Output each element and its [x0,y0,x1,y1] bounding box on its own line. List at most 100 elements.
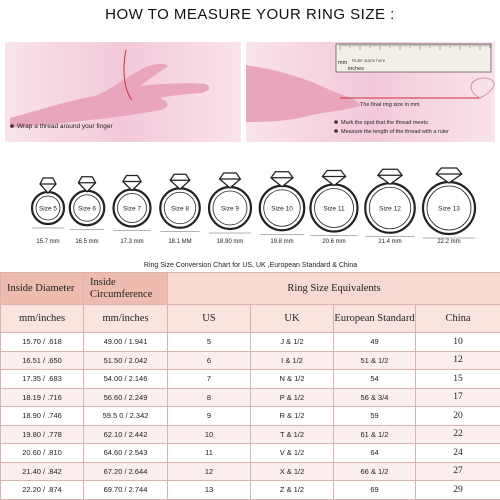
data-row: 15.70 / .618 49.00 / 1.941 5 J & 1/2 49 10 [0,332,500,352]
ruler-label: mm [338,60,348,66]
data-cell: 24 [414,443,500,463]
diamond [376,168,404,186]
step-text: Measure the length of the thread with a … [341,129,449,135]
header-cell: Ring Size Equivalents [166,272,500,305]
diamond [169,173,191,191]
data-cell: 5 [167,332,251,352]
subheader-cell: mm/inches [0,304,84,333]
ring [73,194,101,222]
data-cell: 20 [414,406,500,426]
data-row: 18.19 / .716 56.60 / 2.249 8 P & 1/2 56 & 3/… [0,387,500,407]
ring-diameter: 18.90 mm [217,239,244,245]
table-caption: Ring Size Conversion Chart for US, UK ,E… [143,261,358,269]
ring-size: Size 6 [78,206,96,213]
ring-size: Size 13 [438,206,460,213]
ring-size: Size 9 [221,206,239,213]
header-row: Inside Diameter Inside Circumference Ring … [0,272,500,305]
ring [212,190,248,226]
data-cell: 13 [167,480,251,500]
diamond [39,177,57,194]
data-cell: 64.60 / 2.543 [83,443,168,463]
data-cell: 56 & 3/4 [333,387,416,407]
data-cell: 22.20 / .874 [0,480,84,500]
bullet [334,120,338,124]
data-row: 17.35 / .683 54.00 / 2.146 7 N & 1/2 54 15 [0,369,500,389]
ruler-label: Ruler starts here [352,58,386,63]
diamond [435,167,463,184]
data-cell: I & 1/2 [250,350,334,370]
subheader-cell: China [414,304,500,333]
step-text: The final ring size in mm [360,102,420,108]
ring [426,185,472,231]
data-cell: 69 [333,480,416,500]
ruler-ticks [339,44,491,50]
ring-diameter: 20.6 mm [322,239,345,245]
ring-diameter: 19.8 mm [270,239,293,245]
ring-diameter: 17.3 mm [120,239,143,245]
ring-diameter: 22.2 mm [437,239,460,245]
bullet [10,124,14,128]
ring [35,195,61,221]
data-cell: 10 [414,332,500,352]
data-cell: 11 [167,443,251,463]
data-row: 18.90 / .746 59.5 0 / 2.342 9 R & 1/2 59 20 [0,406,500,426]
data-cell: 27 [414,461,500,481]
data-cell: 15 [414,369,500,389]
title: HOW TO MEASURE YOUR RING SIZE : [105,6,395,23]
ring-row: Size 5 15.7 mm Size 6 16.5 mm Size 7 17.3 mm S… [30,167,477,245]
data-cell: 15.70 / .618 [0,332,84,352]
data-cell: 66 & 1/2 [333,461,416,481]
data-cell: 67.20 / 2.644 [83,461,168,481]
data-cell: 7 [167,369,251,389]
data-cell: N & 1/2 [250,369,334,389]
data-cell: 18.19 / .716 [0,387,84,407]
ring-size: Size 8 [171,206,189,213]
data-cell: 56.60 / 2.249 [83,387,168,407]
data-cell: 51 & 1/2 [333,350,416,370]
data-cell: V & 1/2 [250,443,334,463]
ring-size: Size 5 [39,206,57,213]
ring [368,186,412,230]
diamond [321,169,347,187]
data-cell: 62.10 / 2.442 [83,424,168,444]
caption-row: Ring Size Conversion Chart for US, UK ,E… [1,258,500,273]
data-row: 16.51 / .650 51.50 / 2.042 6 I & 1/2 51 & 1/… [0,350,500,370]
diamond [77,176,97,193]
data-cell: 16.51 / .650 [0,350,84,370]
step-text: Mark the spot that the thread meets [341,120,428,126]
data-cell: T & 1/2 [250,424,334,444]
data-cell: 20.60 / .810 [0,443,84,463]
data-row: 22.20 / .874 69.70 / 2.744 13 Z & 1/2 69 29 [0,480,500,500]
data-cell: 64 [333,443,416,463]
illustrations: Wrap a thread around your finger mm inch… [5,42,495,245]
ring-diameter: 15.7 mm [36,239,59,245]
ring-size: Size 12 [379,206,401,213]
ring-diameter: 18.1 MM [168,239,191,245]
data-cell: 54 [333,369,416,389]
data-row: 21.40 / .842 67.20 / 2.644 12 X & 1/2 66 & 1… [0,461,500,481]
diamond [218,172,242,189]
diamond [270,171,294,188]
subheader-cell: mm/inches [83,304,168,333]
ring-diameter: 16.5 mm [75,239,98,245]
data-cell: 51.50 / 2.042 [83,350,168,370]
data-cell: 59.5 0 / 2.342 [83,406,168,426]
data-cell: J & 1/2 [250,332,334,352]
data-row: 20.60 / .810 64.60 / 2.543 11 V & 1/2 64 24 [0,443,500,463]
hand [246,65,360,122]
diamond [121,174,143,192]
hand [10,63,210,129]
data-cell: 18.90 / .746 [0,406,84,426]
ruler-label: inches [348,66,364,72]
data-cell: X & 1/2 [250,461,334,481]
data-cell: 49.00 / 1.941 [83,332,168,352]
data-cell: 49 [333,332,416,352]
thread [470,77,495,99]
ring-size: Size 11 [323,206,345,213]
ring [117,193,147,223]
ring [263,189,301,227]
bullet [334,129,338,133]
thread [123,49,133,101]
data-cell: 12 [167,461,251,481]
ring [314,188,354,228]
